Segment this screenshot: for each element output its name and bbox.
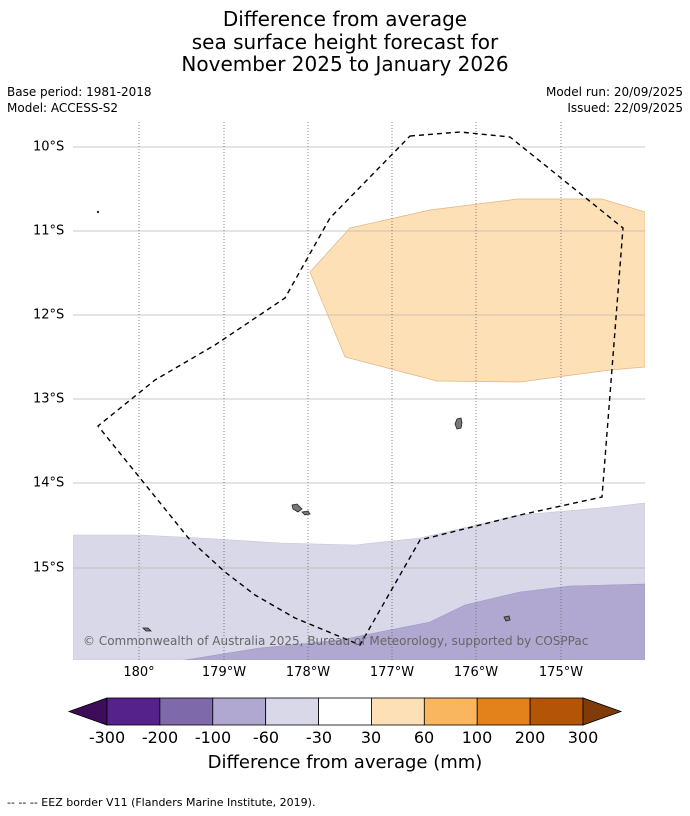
colorbar-segments	[67, 697, 623, 726]
colorbar-tick-8: 200	[514, 728, 546, 747]
title-line-3: November 2025 to January 2026	[181, 52, 509, 76]
lon-label-177w: 177°W	[369, 665, 415, 680]
meta-left: Base period: 1981-2018 Model: ACCESS-S2	[7, 85, 152, 116]
meta-right: Model run: 20/09/2025 Issued: 22/09/2025	[546, 85, 683, 116]
lat-label-10s: 10°S	[33, 139, 65, 155]
island-west-1	[291, 503, 303, 513]
island-north	[454, 417, 463, 430]
map-figure: © Commonwealth of Australia 2025, Bureau…	[73, 122, 645, 660]
colorbar-segment-2	[159, 697, 214, 726]
lat-label-11s: 11°S	[33, 223, 65, 239]
colorbar-tick-9: 300	[567, 728, 599, 747]
colorbar-title: Difference from average (mm)	[207, 752, 483, 773]
colorbar-tick-6: 60	[413, 728, 435, 747]
chart-title: Difference from average sea surface heig…	[0, 8, 690, 76]
island-southwest	[142, 627, 152, 632]
colorbar-segment-9	[529, 697, 584, 726]
colorbar-tick-7: 100	[461, 728, 493, 747]
model-run: Model run: 20/09/2025	[545, 85, 683, 99]
colorbar-segment-5	[318, 697, 372, 726]
islands	[96, 210, 511, 632]
lat-label-13s: 13°S	[33, 391, 65, 407]
anomaly-region-medium-purple	[184, 583, 645, 660]
colorbar-tick-0: -300	[88, 728, 126, 747]
lon-label-175w: 175°W	[538, 665, 584, 680]
base-period: Base period: 1981-2018	[7, 85, 152, 99]
anomaly-region-light-orange	[309, 198, 645, 383]
colorbar-segment-4	[265, 697, 319, 726]
lon-label-176w: 176°W	[453, 665, 499, 680]
model-name: Model: ACCESS-S2	[7, 100, 119, 115]
colorbar-segment-7	[423, 697, 478, 726]
island-speck	[96, 210, 100, 214]
colorbar-extend-high	[582, 697, 623, 726]
island-south	[503, 615, 511, 622]
title-line-1: Difference from average	[222, 7, 468, 31]
colorbar-segment-8	[476, 697, 531, 726]
title-line-2: sea surface height forecast for	[191, 29, 499, 54]
colorbar-tick-4: -30	[305, 728, 333, 747]
colorbar-segment-1	[106, 697, 161, 726]
colorbar-tick-3: -60	[252, 728, 280, 747]
latitude-gridlines	[73, 146, 645, 569]
eez-footnote: -- -- -- EEZ border V11 (Flanders Marine…	[7, 796, 316, 809]
colorbar-segment-6	[371, 697, 425, 726]
colorbar-extend-low	[67, 697, 108, 726]
colorbar-tick-5: 30	[360, 728, 382, 747]
lon-label-180: 180°	[123, 665, 155, 680]
lon-label-178w: 178°W	[285, 665, 331, 680]
lat-label-12s: 12°S	[33, 307, 65, 323]
lat-label-15s: 15°S	[33, 560, 65, 576]
lat-label-14s: 14°S	[33, 475, 65, 491]
lon-label-179w: 179°W	[201, 665, 247, 680]
issued-date: Issued: 22/09/2025	[567, 100, 683, 115]
colorbar-tick-1: -200	[141, 728, 179, 747]
colorbar-segment-3	[212, 697, 267, 726]
copyright-notice: © Commonwealth of Australia 2025, Bureau…	[83, 634, 588, 648]
island-west-2	[301, 510, 311, 516]
colorbar-tick-2: -100	[194, 728, 232, 747]
